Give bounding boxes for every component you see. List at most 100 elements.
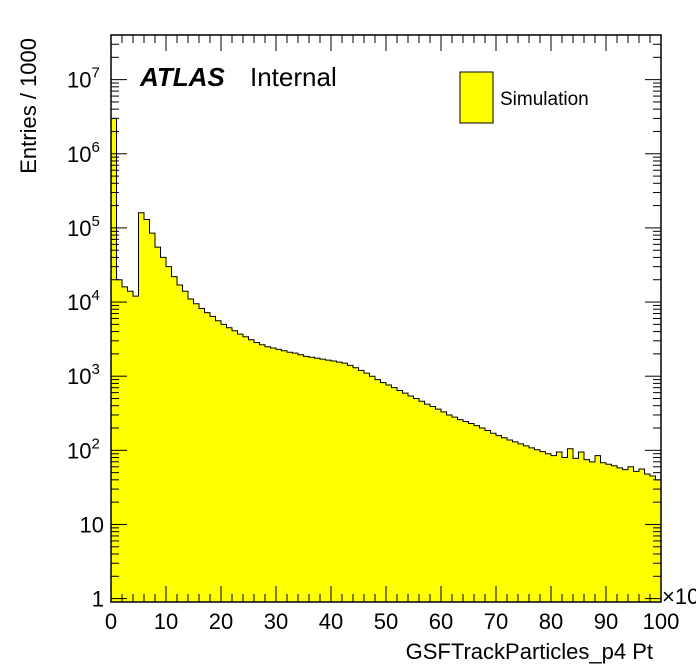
x-tick-label: 50 <box>374 609 398 634</box>
x-tick-label: 100 <box>643 609 680 634</box>
histogram-bin <box>545 453 552 602</box>
histogram-bin <box>375 379 382 602</box>
histogram-bin <box>111 118 118 602</box>
x-tick-label: 70 <box>484 609 508 634</box>
histogram-bin <box>474 425 481 602</box>
histogram-bin <box>369 376 376 602</box>
y-tick-label: 107 <box>67 65 100 93</box>
histogram-bin <box>287 352 294 602</box>
histogram-bin <box>419 401 426 602</box>
histogram-bin <box>435 409 442 602</box>
histogram-bin <box>320 359 327 602</box>
internal-label: Internal <box>250 62 337 92</box>
histogram-bin <box>199 308 206 602</box>
histogram-bin <box>479 428 486 602</box>
histogram-bin <box>463 421 470 602</box>
histogram-bin <box>276 349 283 602</box>
histogram-bin <box>386 385 393 602</box>
histogram-bin <box>270 348 277 602</box>
histogram-bin <box>314 358 321 602</box>
y-tick-label: 105 <box>67 213 100 241</box>
histogram-bin <box>325 360 332 602</box>
x-tick-label: 10 <box>154 609 178 634</box>
histogram-bin <box>144 219 151 602</box>
legend: Simulation <box>459 71 589 124</box>
histogram-bin <box>138 212 145 602</box>
histogram-bin <box>177 284 184 602</box>
histogram-bin <box>490 433 497 602</box>
legend-swatch <box>459 71 494 124</box>
histogram-bin <box>584 459 591 602</box>
histogram-bin <box>292 353 299 602</box>
histogram-bin <box>364 373 371 602</box>
histogram-bin <box>606 464 613 602</box>
histogram-bin <box>595 455 602 602</box>
histogram-bin <box>496 435 503 602</box>
histogram-bin <box>578 451 585 602</box>
histogram-bin <box>155 247 162 603</box>
atlas-label: ATLAS <box>139 62 225 92</box>
histogram-bin <box>628 466 635 602</box>
histogram-bin <box>413 398 420 602</box>
histogram-bin <box>210 316 217 602</box>
histogram-bin <box>122 286 129 602</box>
y-tick-label: 106 <box>67 139 100 167</box>
histogram-bin <box>226 327 233 602</box>
histogram-bin <box>402 393 409 602</box>
histogram-bin <box>303 356 310 602</box>
histogram-bin <box>633 471 640 602</box>
histogram-bin <box>243 336 250 602</box>
histogram-bin <box>485 430 492 602</box>
histogram-bin <box>518 443 525 602</box>
y-tick-label: 102 <box>67 435 100 463</box>
histogram-bin <box>204 312 211 602</box>
x-tick-label: 20 <box>209 609 233 634</box>
histogram-bin <box>309 357 316 602</box>
histogram-bin <box>529 447 536 602</box>
histogram-bin <box>193 303 200 602</box>
histogram-bin <box>534 449 541 602</box>
histogram-bin <box>265 346 272 602</box>
histogram-bin <box>133 296 140 602</box>
histogram-bin <box>221 324 228 602</box>
x-axis-multiplier: ×10³ <box>662 584 696 609</box>
histogram-bin <box>127 291 134 602</box>
histogram-bin <box>380 382 387 602</box>
histogram-bin <box>430 406 437 602</box>
histogram-bin <box>617 467 624 602</box>
histogram-bin <box>331 361 338 602</box>
histogram-bin <box>507 439 514 602</box>
histogram-bin <box>441 411 448 602</box>
x-tick-label: 30 <box>264 609 288 634</box>
histogram-bin <box>353 367 360 602</box>
y-tick-label: 10 <box>80 512 104 537</box>
histogram-bin <box>237 334 244 602</box>
histogram-bin <box>523 445 530 602</box>
histogram-outline <box>110 117 662 602</box>
histogram-bin <box>567 448 574 602</box>
histogram-bin <box>540 451 547 602</box>
y-tick-label: 103 <box>67 361 100 389</box>
histogram-bin <box>501 437 508 602</box>
x-tick-label: 0 <box>105 609 117 634</box>
histogram-bin <box>457 419 464 602</box>
histogram-bin <box>556 451 563 602</box>
histogram-bin <box>188 298 195 602</box>
histogram-bin <box>116 279 123 602</box>
histogram-bin <box>452 417 459 602</box>
histogram-bin <box>512 441 519 602</box>
histogram-bin <box>408 396 415 602</box>
histogram-bin <box>166 266 173 602</box>
axis-tick-labels: 0 10 20 30 40 50 60 70 80 90 100110102103104105106… <box>67 65 679 634</box>
histogram-bin <box>611 465 618 602</box>
histogram-bin <box>589 461 596 602</box>
x-axis-title: GSFTrackParticles_p4 Pt <box>406 639 653 664</box>
histogram-bin <box>562 457 569 602</box>
histogram-bin <box>446 414 453 602</box>
y-tick-label: 1 <box>92 587 104 612</box>
y-axis-title: Entries / 1000 <box>16 38 41 174</box>
histogram-bin <box>248 339 255 602</box>
histogram-bin <box>622 469 629 602</box>
histogram-bin <box>639 468 646 602</box>
